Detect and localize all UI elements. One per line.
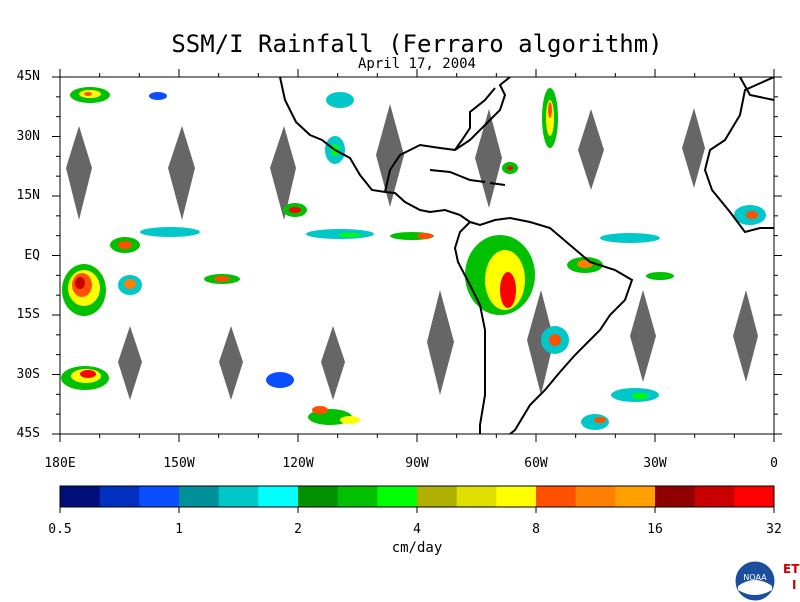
data-gap-swath — [733, 290, 758, 382]
data-gap-swath — [427, 290, 454, 395]
map-background — [60, 77, 774, 434]
data-gap-swaths — [66, 104, 758, 400]
colorbar-tick-label: 8 — [532, 522, 540, 537]
map-date: April 17, 2004 — [357, 56, 476, 72]
coastline-north-america — [279, 77, 471, 223]
colorbar-frame — [59, 485, 775, 508]
longitude-label: 180E — [44, 456, 76, 471]
colorbar-tick-label: 16 — [647, 522, 663, 537]
longitude-label: 120W — [282, 456, 314, 471]
rain-patch-wpac-southwest — [61, 366, 109, 390]
colorbar-swatch — [218, 486, 259, 507]
colorbar-swatch — [456, 486, 497, 507]
noaa-logo-text: NOAA — [743, 573, 767, 582]
coastline-south-america-west — [453, 221, 486, 434]
latitude-label: 45N — [16, 69, 40, 84]
data-gap-swath — [376, 104, 404, 207]
corner-mark-sub: I — [792, 578, 797, 592]
corner-mark: ET I — [778, 560, 800, 600]
colorbar-tick-label: 32 — [766, 522, 782, 537]
rain-patch-africa — [734, 205, 766, 225]
longitude-label: 0 — [770, 456, 778, 471]
latitude-label: 15N — [16, 188, 40, 203]
latitude-label: 15S — [16, 307, 40, 322]
colorbar-swatch — [694, 486, 735, 507]
coastline-cuba — [429, 169, 486, 183]
rain-patch-wpac-north2 — [149, 92, 167, 100]
colorbar-swatch — [298, 486, 339, 507]
rain-patch-atlantic-itcz — [600, 233, 674, 280]
rain-patch-wpac-south2 — [118, 275, 142, 295]
rain-patch-pacific-3 — [308, 406, 360, 425]
data-gap-swath — [270, 126, 296, 220]
rain-patch-itcz-2 — [306, 229, 374, 239]
colorbar-swatch — [377, 486, 418, 507]
colorbar-swatch — [99, 486, 140, 507]
rain-patch-mexico — [326, 92, 354, 108]
colorbar-swatch — [496, 486, 537, 507]
corner-mark-text: ET — [783, 562, 800, 576]
rain-patch-atlantic-front — [542, 88, 558, 148]
colorbar-swatch — [417, 486, 458, 507]
axis-ticks — [52, 69, 782, 442]
colorbar-swatch — [655, 486, 696, 507]
rain-patch-pacific-2 — [283, 203, 307, 217]
colorbar-swatch — [179, 486, 220, 507]
colorbar-tick-label: 4 — [413, 522, 421, 537]
data-gap-swath — [168, 126, 195, 220]
longitude-label: 30W — [643, 456, 667, 471]
colorbar-swatch — [575, 486, 616, 507]
colorbar-swatch — [734, 486, 775, 507]
rain-patch-itcz-1 — [140, 227, 200, 237]
longitude-label: 90W — [405, 456, 429, 471]
colorbar-tick-label: 0.5 — [48, 522, 72, 537]
rain-patch-caribbean — [502, 162, 518, 174]
coastline-hispaniola — [489, 182, 506, 186]
colorbar-swatch — [60, 486, 101, 507]
rain-patch-wpac-north — [70, 87, 110, 103]
coastline-africa — [703, 77, 774, 234]
data-gap-swath — [527, 290, 554, 395]
rain-patch-pacific-1 — [204, 274, 240, 284]
rain-patch-atlantic-south — [611, 388, 659, 402]
data-gap-swath — [682, 108, 705, 188]
colorbar-swatch — [615, 486, 656, 507]
colorbar-swatch — [139, 486, 180, 507]
rain-patch-sa-south2 — [581, 414, 609, 430]
rainfall-patches — [61, 87, 766, 430]
latitude-label: 30N — [16, 128, 40, 144]
data-gap-swath — [66, 126, 92, 220]
rain-patch-pacific-4 — [266, 372, 294, 388]
colorbar-unit-label: cm/day — [391, 540, 443, 556]
latitude-label: EQ — [24, 247, 40, 263]
coastline-south-america — [469, 216, 634, 434]
rain-patch-wpac-south3 — [110, 237, 140, 253]
colorbar-swatch — [258, 486, 299, 507]
colorbar-tick-label: 1 — [175, 522, 183, 537]
rain-patch-amazon — [465, 235, 535, 315]
data-gap-swath — [578, 109, 604, 190]
coastline-iberia — [739, 77, 774, 101]
rain-patch-sa-south — [541, 326, 569, 354]
data-gap-swath — [321, 326, 345, 400]
longitude-label: 150W — [163, 456, 195, 471]
latitude-label: 30S — [16, 366, 40, 382]
coastline-gulf — [384, 77, 511, 193]
latitude-label: 45S — [16, 426, 40, 441]
data-gap-swath — [118, 326, 142, 400]
data-gap-swath — [219, 326, 243, 400]
noaa-logo: NOAA — [734, 560, 776, 602]
data-gap-swath — [630, 290, 656, 382]
colorbar-tick-label: 2 — [294, 522, 302, 537]
colorbar-swatch — [337, 486, 378, 507]
colorbar-swatch — [536, 486, 577, 507]
colorbar — [59, 486, 775, 513]
rain-patch-wpac-south — [62, 264, 106, 316]
coastlines — [279, 77, 774, 434]
rain-patch-itcz-3 — [390, 232, 434, 240]
coastline-east-us — [454, 87, 496, 151]
longitude-label: 60W — [524, 456, 548, 471]
map-title: SSM/I Rainfall (Ferraro algorithm) — [171, 30, 663, 58]
